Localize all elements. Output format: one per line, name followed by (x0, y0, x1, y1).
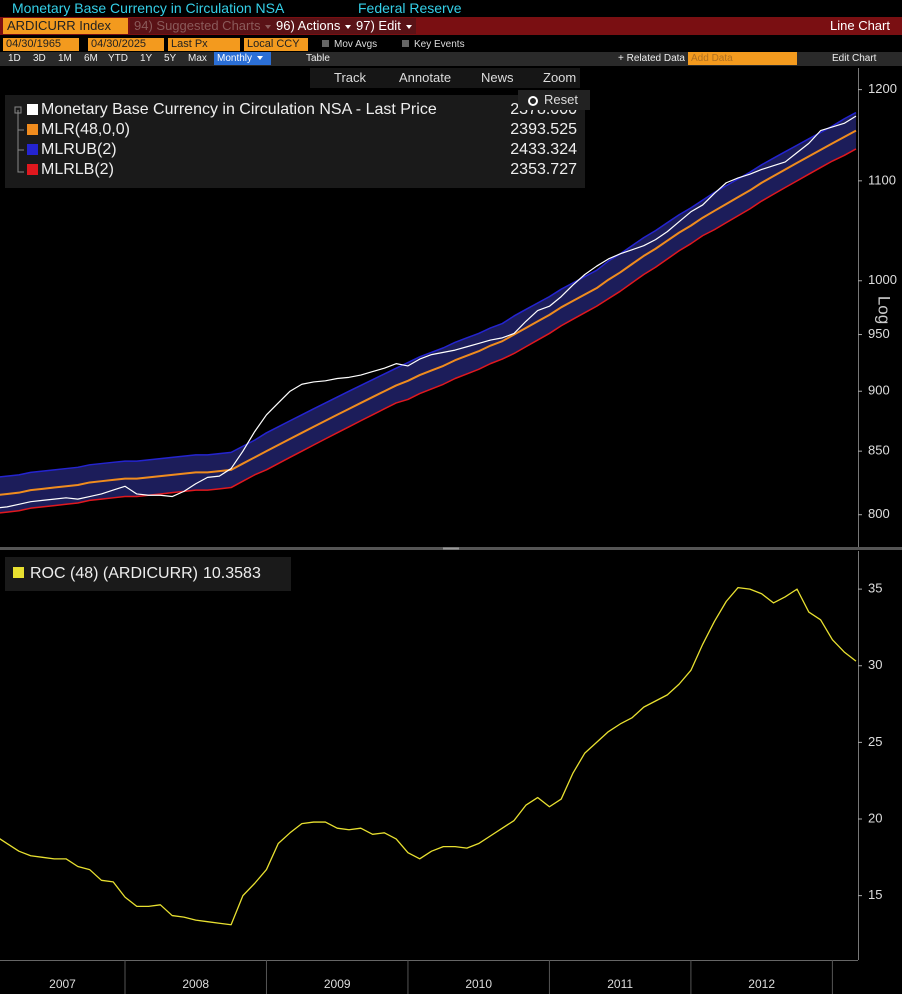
y-tick-label: 850 (868, 443, 890, 458)
legend-swatch (27, 144, 38, 155)
field-select[interactable]: Last Px (168, 38, 240, 51)
legend-name: Monetary Base Currency in Circulation NS… (41, 101, 437, 118)
period-button[interactable]: 5Y (164, 53, 177, 64)
y-tick-label: 900 (868, 383, 890, 398)
y-axis-label: Log (875, 296, 894, 324)
legend-name: MLRUB(2) (41, 141, 117, 158)
edit-menu[interactable]: 97) Edit (352, 18, 416, 34)
start-date[interactable]: 04/30/1965 (3, 38, 79, 51)
x-tick-label: 2012 (748, 977, 775, 991)
edit-chart[interactable]: Edit Chart (832, 53, 877, 64)
table-button[interactable]: Table (306, 53, 330, 64)
label: 97) Edit (356, 18, 401, 33)
y-tick-label: 25 (868, 734, 882, 749)
label: Related Data (626, 53, 685, 64)
legend-box (5, 557, 291, 591)
source: Federal Reserve (358, 0, 462, 16)
legend-value: 10.3583 (203, 565, 261, 582)
add-data-input[interactable]: Add Data (688, 52, 797, 65)
frequency-select[interactable]: Monthly (214, 52, 271, 65)
chart-kind: Line Chart (830, 18, 890, 33)
period-button[interactable]: 3D (33, 53, 46, 64)
actions-menu[interactable]: 96) Actions (272, 18, 356, 34)
y-tick-label: 35 (868, 581, 882, 596)
legend-name: MLR(48,0,0) (41, 121, 130, 138)
tool-button[interactable]: Annotate (399, 70, 452, 85)
tool-button[interactable]: News (481, 70, 514, 85)
label: Reset (544, 92, 578, 107)
related-data[interactable]: + Related Data (618, 53, 685, 64)
legend-collapse (14, 106, 22, 114)
legend-swatch (27, 124, 38, 135)
x-tick-label: 2011 (607, 977, 633, 991)
legend-swatch (27, 104, 38, 115)
legend-value: 2353.727 (510, 161, 577, 178)
legend-name: ROC (48) (ARDICURR) (30, 565, 198, 582)
series-line (0, 115, 857, 509)
x-tick-label: 2010 (465, 977, 492, 991)
legend-swatch (27, 164, 38, 175)
legend-box (5, 95, 585, 188)
x-tick-label: 2007 (49, 977, 76, 991)
legend-value: 2433.324 (510, 141, 577, 158)
period-button[interactable]: 1D (8, 53, 21, 64)
mov-avgs[interactable]: Mov Avgs (322, 38, 377, 51)
chart-tools (310, 68, 580, 88)
legend-value: 2393.525 (510, 121, 577, 138)
y-tick-label: 15 (868, 887, 882, 902)
period-button[interactable]: YTD (108, 53, 128, 64)
legend-tree (17, 110, 24, 173)
ticker-input[interactable]: ARDICURR Index (3, 18, 128, 34)
y-tick-label: 30 (868, 657, 882, 672)
reset-icon (528, 95, 538, 106)
end-date[interactable]: 04/30/2025 (88, 38, 164, 51)
label: Monthly (217, 53, 253, 64)
key-events[interactable]: Key Events (402, 38, 465, 51)
y-tick-label: 950 (868, 326, 890, 341)
y-tick-label: 1100 (868, 172, 896, 187)
axis-gutter (858, 551, 902, 960)
divider-grip (443, 547, 459, 550)
period-button[interactable]: 1M (58, 53, 72, 64)
reset-button[interactable]: Reset (518, 90, 590, 110)
y-tick-label: 1000 (868, 272, 897, 287)
series-line (0, 111, 857, 478)
series-line (0, 586, 857, 926)
legend-name: ROC (48) (ARDICURR) 10.3583 (30, 565, 261, 582)
x-tick-label: 2008 (182, 977, 209, 991)
series-line (0, 148, 857, 514)
y-tick-label: 1200 (868, 81, 897, 96)
series-line (0, 129, 857, 496)
security-title: Monetary Base Currency in Circulation NS… (12, 0, 285, 16)
x-tick-label: 2009 (324, 977, 351, 991)
tool-button[interactable]: Zoom (543, 70, 577, 85)
legend-swatch (13, 567, 24, 578)
legend-name: MLRLB(2) (41, 161, 114, 178)
label: 94) Suggested Charts (134, 18, 261, 33)
currency-select[interactable]: Local CCY (244, 38, 308, 51)
suggested-charts[interactable]: 94) Suggested Charts (130, 18, 276, 34)
label: Key Events (414, 39, 465, 50)
label: 96) Actions (276, 18, 341, 33)
band-fill (0, 112, 856, 513)
period-button[interactable]: 1Y (140, 53, 153, 64)
axis-gutter (858, 68, 902, 548)
period-button[interactable]: 6M (84, 53, 98, 64)
period-button[interactable]: Max (188, 53, 207, 64)
y-tick-label: 800 (868, 506, 890, 521)
y-tick-label: 20 (868, 810, 882, 825)
label: Mov Avgs (334, 39, 378, 50)
tool-button[interactable]: Track (334, 70, 367, 85)
